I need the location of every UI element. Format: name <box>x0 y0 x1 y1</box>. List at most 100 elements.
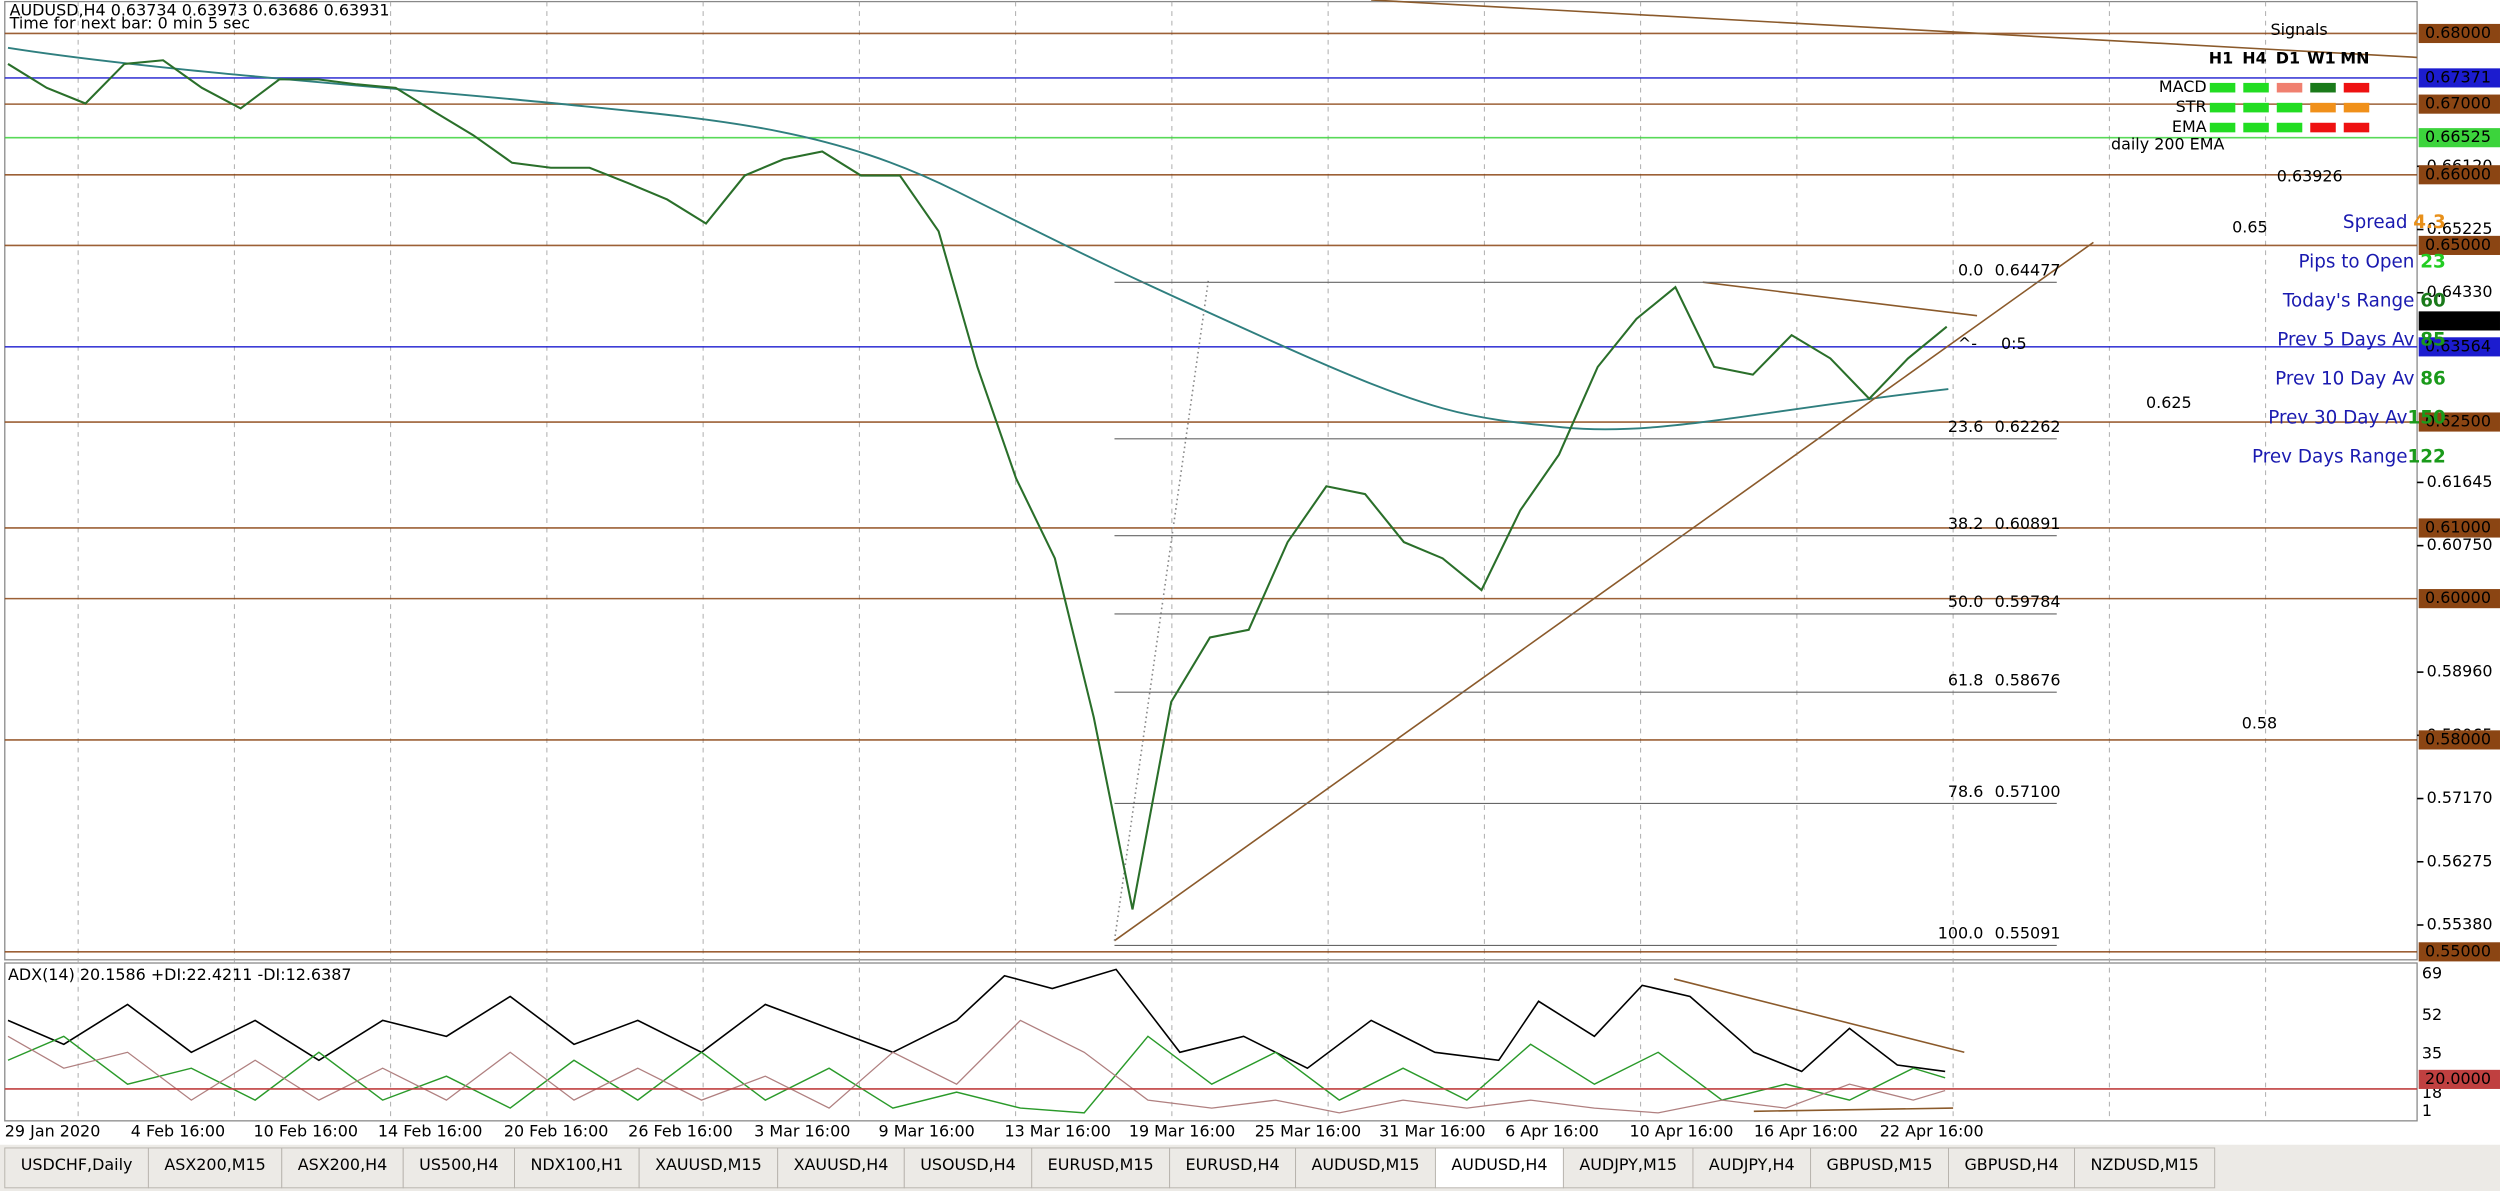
adx-level-box <box>2418 1069 2500 1089</box>
signal-cell <box>2209 82 2236 93</box>
annotation: 0.625 <box>2146 393 2192 412</box>
signal-cell <box>2276 102 2303 113</box>
tab[interactable] <box>777 1147 905 1189</box>
level-box <box>2418 730 2500 750</box>
tab[interactable] <box>514 1147 640 1189</box>
fib-ratio: 50.0 <box>1948 592 1984 611</box>
stat-line: Spread 4.3 <box>2343 212 2446 233</box>
price-tick-label: 0.56275 <box>2427 851 2493 870</box>
time-label: 9 Mar 16:00 <box>879 1122 975 1141</box>
time-label: 13 Mar 16:00 <box>1004 1122 1110 1141</box>
time-label: 10 Apr 16:00 <box>1629 1122 1733 1141</box>
adx-scale: 35 <box>2422 1043 2442 1062</box>
annotation: 0.63926 <box>2277 166 2343 185</box>
tab-label[interactable]: US500,H4 <box>419 1155 498 1174</box>
level-label: 0.62500 <box>2425 412 2491 431</box>
signal-row: STR <box>2176 97 2207 116</box>
stat-line: Pips to Open 23 <box>2299 251 2446 272</box>
tab-label[interactable]: EURUSD,H4 <box>1186 1155 1280 1174</box>
time-label: 10 Feb 16:00 <box>254 1122 359 1141</box>
adx-trend-line <box>1673 978 1965 1054</box>
fib-ratio: 0.0 <box>1958 261 1983 280</box>
tab-label[interactable]: USDCHF,Daily <box>21 1155 133 1174</box>
price-tick-label: 0.64330 <box>2427 282 2493 301</box>
tab-label[interactable]: AUDUSD,M15 <box>1312 1155 1420 1174</box>
annotation: 0.65 <box>2232 217 2268 236</box>
level-box <box>2418 337 2500 357</box>
level-label: 0.58000 <box>2425 729 2491 748</box>
tab[interactable] <box>1169 1147 1297 1189</box>
level-box <box>2418 412 2500 432</box>
stat-label: Today's Range <box>2282 290 2420 311</box>
signal-cell <box>2343 122 2370 133</box>
tab-label[interactable]: GBPUSD,H4 <box>1964 1155 2058 1174</box>
level-label: 0.60000 <box>2425 588 2491 607</box>
level-box <box>2418 68 2500 88</box>
annotation: 0:5 <box>2001 334 2027 353</box>
signal-cell <box>2343 82 2370 93</box>
tab-label[interactable]: NZDUSD,M15 <box>2090 1155 2198 1174</box>
stat-label: Prev 5 Days Av <box>2277 329 2420 350</box>
signal-column: MN <box>2340 48 2369 67</box>
level-label: 0.66525 <box>2425 127 2491 146</box>
tab-label[interactable]: AUDJPY,M15 <box>1579 1155 1677 1174</box>
time-label: 22 Apr 16:00 <box>1880 1122 1984 1141</box>
adx-scale: 52 <box>2422 1005 2442 1024</box>
level-label: 0.65000 <box>2425 235 2491 254</box>
time-label: 29 Jan 2020 <box>5 1122 101 1141</box>
signal-cell <box>2276 122 2303 133</box>
tab[interactable] <box>638 1147 779 1189</box>
time-label: 16 Apr 16:00 <box>1754 1122 1858 1141</box>
tab[interactable] <box>1031 1147 1171 1189</box>
tab[interactable] <box>281 1147 404 1189</box>
time-label: 31 Mar 16:00 <box>1379 1122 1485 1141</box>
price-tick-label: 0.55380 <box>2427 914 2493 933</box>
level-label: 0.63564 <box>2425 336 2491 355</box>
tab-label[interactable]: ASX200,H4 <box>298 1155 388 1174</box>
tab[interactable] <box>1692 1147 1812 1189</box>
tab-label[interactable]: AUDUSD,H4 <box>1451 1155 1547 1174</box>
tab[interactable] <box>1434 1147 1564 1189</box>
stat-label: Pips to Open <box>2299 251 2421 272</box>
time-label: 26 Feb 16:00 <box>628 1122 733 1141</box>
fib-ratio: 61.8 <box>1948 670 1984 689</box>
stat-line: Prev 10 Day Av 86 <box>2275 368 2446 389</box>
time-label: 25 Mar 16:00 <box>1255 1122 1361 1141</box>
level-box <box>2418 23 2500 44</box>
time-label: 19 Mar 16:00 <box>1129 1122 1235 1141</box>
adx-panel <box>4 962 2418 1122</box>
stat-value: 4.3 <box>2413 212 2445 233</box>
fib-ratio: 38.2 <box>1948 514 1984 533</box>
tab-label[interactable]: GBPUSD,M15 <box>1827 1155 1933 1174</box>
tab-label[interactable]: USOUSD,H4 <box>920 1155 1016 1174</box>
tab-label[interactable]: ASX200,M15 <box>164 1155 265 1174</box>
minus-di-line <box>7 1019 1946 1114</box>
level-box <box>2418 235 2500 255</box>
tab-label[interactable]: XAUUSD,H4 <box>794 1155 889 1174</box>
stat-value: 85 <box>2420 329 2446 350</box>
tab[interactable] <box>147 1147 283 1189</box>
tab[interactable] <box>1562 1147 1694 1189</box>
stat-label: Prev 30 Day Av <box>2268 408 2407 429</box>
fib-ratio: 23.6 <box>1948 417 1984 436</box>
level-box <box>2418 128 2500 148</box>
signal-cell <box>2243 102 2269 113</box>
fib-price: 0.55091 <box>1995 924 2061 943</box>
tab-label[interactable]: NDX100,H1 <box>530 1155 623 1174</box>
tab[interactable] <box>2074 1147 2216 1189</box>
adx-label: ADX(14) 20.1586 +DI:22.4211 -DI:12.6387 <box>8 965 352 984</box>
fib-ratio: 100.0 <box>1938 924 1984 943</box>
trend-line <box>1371 0 2418 59</box>
tab-label[interactable]: AUDJPY,H4 <box>1709 1155 1795 1174</box>
tab[interactable] <box>1810 1147 1949 1189</box>
tab-label[interactable]: EURUSD,M15 <box>1048 1155 1154 1174</box>
tab-label[interactable]: XAUUSD,M15 <box>655 1155 762 1174</box>
tab[interactable] <box>1948 1147 2076 1189</box>
tab[interactable] <box>402 1147 515 1189</box>
tab[interactable] <box>903 1147 1033 1189</box>
level-label: 0.68000 <box>2425 23 2491 42</box>
stat-value: 60 <box>2420 290 2446 311</box>
